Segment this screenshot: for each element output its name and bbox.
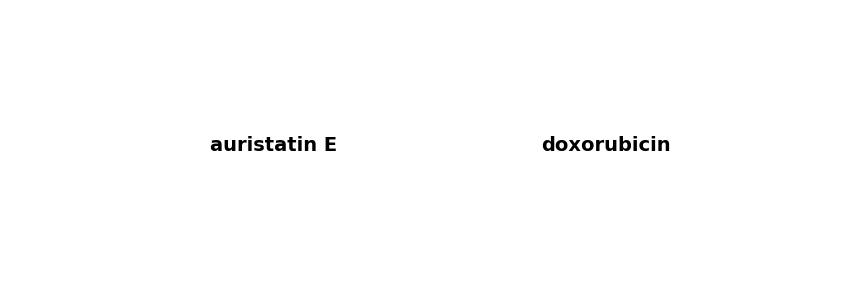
Text: doxorubicin: doxorubicin: [541, 136, 671, 155]
Text: auristatin E: auristatin E: [210, 136, 337, 155]
